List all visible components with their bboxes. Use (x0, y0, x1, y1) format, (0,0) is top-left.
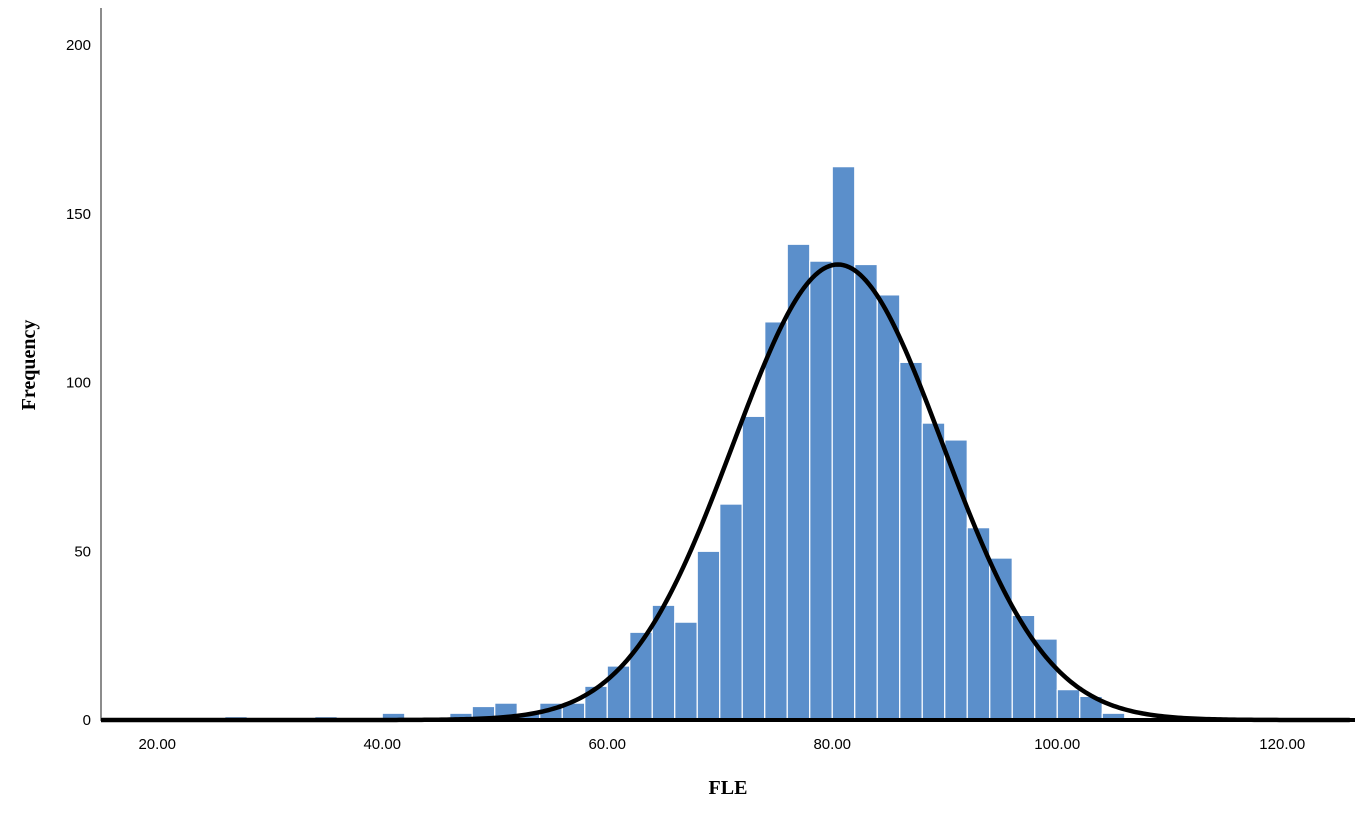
y-axis-title: Frequency (18, 320, 40, 411)
histogram-bar (921, 422, 946, 721)
histogram-bars (224, 166, 1126, 721)
histogram-bar (764, 321, 788, 721)
y-tick-labels: 0 50 100 150 200 (66, 37, 91, 729)
histogram-bar (674, 621, 698, 721)
histogram-bar (831, 166, 856, 721)
histogram-bar (1034, 638, 1058, 721)
histogram-bar (876, 294, 901, 721)
histogram-bar (1056, 689, 1081, 721)
x-tick-label: 60.00 (588, 736, 626, 753)
x-tick-label: 80.00 (813, 736, 851, 753)
histogram-bar (696, 550, 721, 721)
y-tick-label: 50 (74, 543, 91, 560)
y-tick-label: 100 (66, 375, 91, 392)
x-axis-title: FLE (709, 777, 748, 799)
y-tick-label: 0 (83, 712, 91, 729)
x-tick-label: 40.00 (363, 736, 401, 753)
histogram-bar (719, 503, 743, 721)
y-tick-label: 200 (66, 37, 91, 54)
histogram-bar (741, 415, 766, 721)
x-tick-label: 100.00 (1034, 736, 1080, 753)
histogram-bar (1011, 614, 1036, 721)
histogram-bar (786, 243, 811, 721)
histogram-bar (899, 361, 923, 721)
histogram-bar (809, 260, 833, 721)
x-tick-label: 20.00 (138, 736, 176, 753)
x-tick-label: 120.00 (1259, 736, 1305, 753)
histogram-bar (854, 263, 878, 721)
x-tick-labels: 20.00 40.00 60.00 80.00 100.00 120.00 (138, 736, 1305, 753)
y-tick-label: 150 (66, 206, 91, 223)
